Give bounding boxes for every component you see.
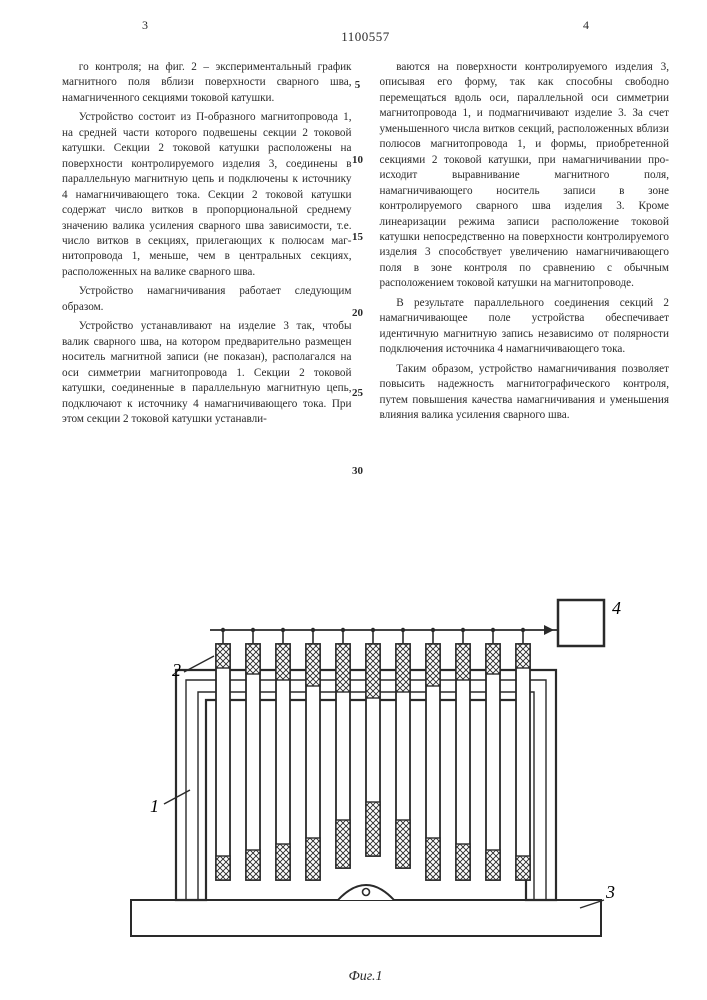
svg-text:2: 2 (172, 660, 181, 680)
svg-text:3: 3 (605, 882, 615, 902)
line-marker: 5 (348, 80, 368, 91)
line-marker: 25 (348, 388, 368, 399)
right-column: ваются на поверхности контролируемо­го и… (380, 60, 670, 570)
paragraph: Таким образом, устройство намагни­чивани… (380, 362, 670, 424)
paragraph: го контроля; на фиг. 2 – эксперимен­таль… (62, 60, 352, 106)
patent-page: 3 1100557 4 5 10 15 20 25 30 го контроля; на … (0, 0, 707, 1000)
patent-number: 1100557 (341, 29, 390, 45)
figure-1: 2 1 3 4 Фиг.1 (62, 580, 669, 985)
figure-1-svg: 2 1 3 4 (106, 580, 626, 960)
paragraph: Устройство намагничивания работа­ет след… (62, 284, 352, 315)
line-marker: 15 (348, 232, 368, 243)
left-page-number: 3 (142, 18, 148, 33)
paragraph: В результате параллельного соеди­нения с… (380, 296, 670, 358)
left-column: го контроля; на фиг. 2 – эксперимен­таль… (62, 60, 352, 570)
paragraph: Устройство устанавливают на изде­лие 3 т… (62, 319, 352, 427)
line-marker: 20 (348, 308, 368, 319)
line-marker: 10 (348, 155, 368, 166)
svg-text:1: 1 (150, 796, 159, 816)
paragraph: Устройство состоит из П-образного магнит… (62, 110, 352, 280)
paragraph: ваются на поверхности контролируемо­го и… (380, 60, 670, 292)
right-page-number: 4 (583, 18, 589, 33)
page-header: 3 1100557 4 (62, 28, 669, 52)
figure-caption: Фиг.1 (62, 969, 669, 985)
svg-text:4: 4 (612, 598, 621, 618)
line-marker: 30 (348, 466, 368, 477)
